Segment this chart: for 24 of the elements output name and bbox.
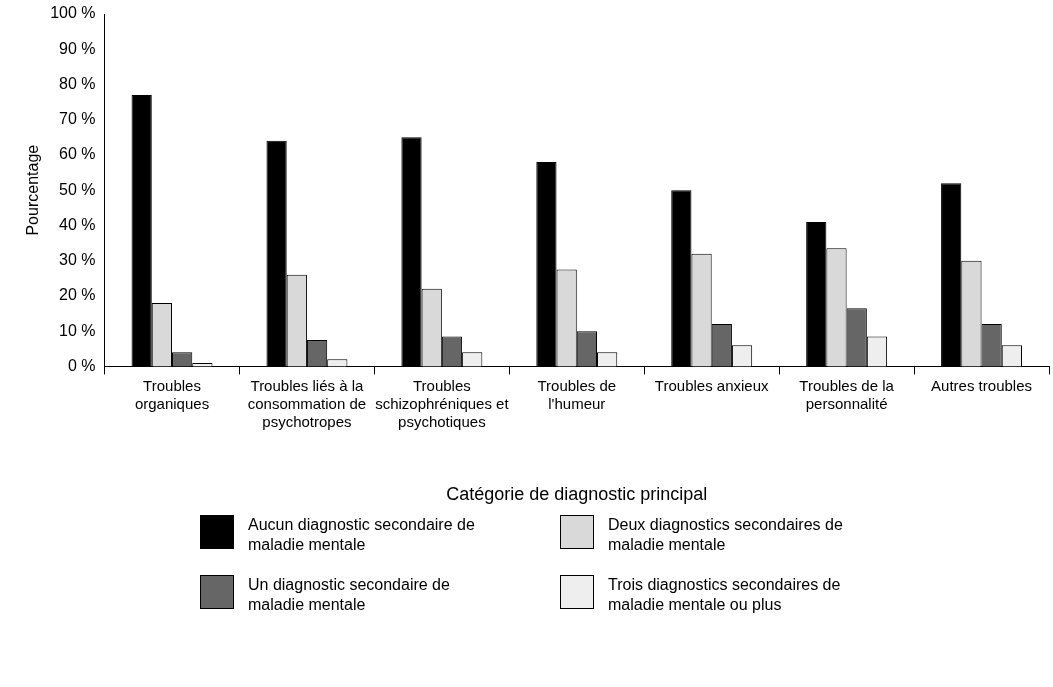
legend-label: Trois diagnostics secondaires de maladie mentale ou plus — [608, 575, 842, 615]
y-tick-label: 0 % — [67, 356, 96, 374]
x-tick-label: Troubles anxieux — [654, 376, 770, 394]
x-tick-label: Troubles de l'humeur — [537, 376, 617, 412]
x-axis-title: Catégorie de diagnostic principal — [446, 484, 708, 505]
y-tick-label: 30 % — [59, 251, 96, 269]
legend-label: Deux diagnostics secondaires de maladie mentale — [608, 515, 844, 555]
x-tick-label: Troubles de la personnalité — [799, 376, 895, 412]
x-tick-label: Troubles schizophréniques et psychotiques — [375, 376, 510, 430]
legend-label: Un diagnostic secondaire de maladie mentale — [248, 575, 451, 615]
y-tick-label: 20 % — [59, 286, 96, 304]
y-tick-label: 10 % — [59, 321, 96, 339]
y-tick-label: 90 % — [59, 39, 96, 57]
y-tick-label: 50 % — [59, 180, 96, 198]
y-tick-label: 40 % — [59, 215, 96, 233]
y-axis-title: Pourcentage — [24, 144, 42, 236]
y-tick-label: 60 % — [59, 145, 96, 163]
x-tick-label: Troubles liés à la consommation de psychotropes — [247, 376, 367, 430]
x-tick-label: Troubles organiques — [134, 376, 210, 412]
y-tick-label: 100 % — [50, 4, 96, 22]
y-tick-label: 80 % — [59, 74, 96, 92]
y-tick-label: 70 % — [59, 110, 96, 128]
legend-label: Aucun diagnostic secondaire de maladie mentale — [248, 515, 476, 555]
x-tick-label: Autres troubles — [931, 376, 1032, 394]
